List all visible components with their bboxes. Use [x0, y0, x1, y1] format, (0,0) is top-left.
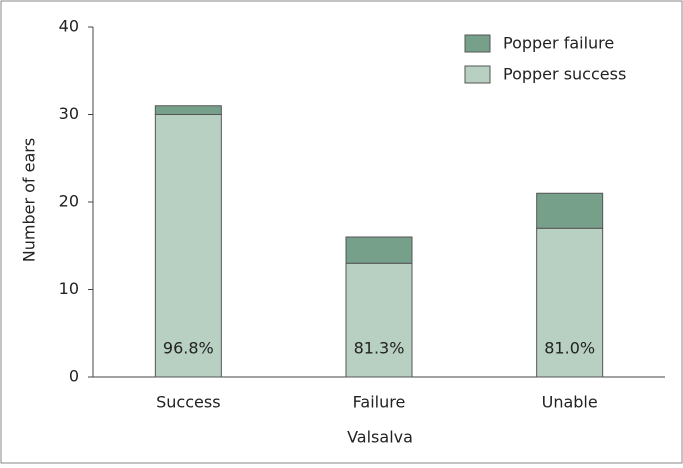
y-tick-label: 20 — [59, 192, 79, 211]
y-tick-label: 10 — [59, 279, 79, 298]
legend-label: Popper failure — [503, 34, 614, 53]
bar-segment — [536, 227, 604, 378]
legend-swatch — [464, 34, 491, 53]
y-tick-label: 0 — [69, 367, 79, 386]
x-tick-label: Failure — [353, 393, 406, 412]
y-axis-label: Number of ears — [20, 138, 39, 262]
bar-segment — [536, 192, 604, 229]
bar-segment — [154, 114, 222, 378]
x-tick-label: Unable — [542, 393, 598, 412]
bar-segment — [154, 105, 222, 115]
annotation: 81.3% — [354, 339, 405, 358]
legend-label: Popper success — [503, 65, 626, 84]
x-axis-label: Valsalva — [347, 428, 413, 447]
x-tick-label: Success — [156, 393, 220, 412]
annotation: 81.0% — [544, 339, 595, 358]
legend-swatch — [464, 65, 491, 84]
y-tick-label: 40 — [59, 17, 79, 36]
annotation: 96.8% — [163, 339, 214, 358]
bar-segment — [345, 262, 413, 378]
y-tick-label: 30 — [59, 104, 79, 123]
bar-segment — [345, 236, 413, 264]
